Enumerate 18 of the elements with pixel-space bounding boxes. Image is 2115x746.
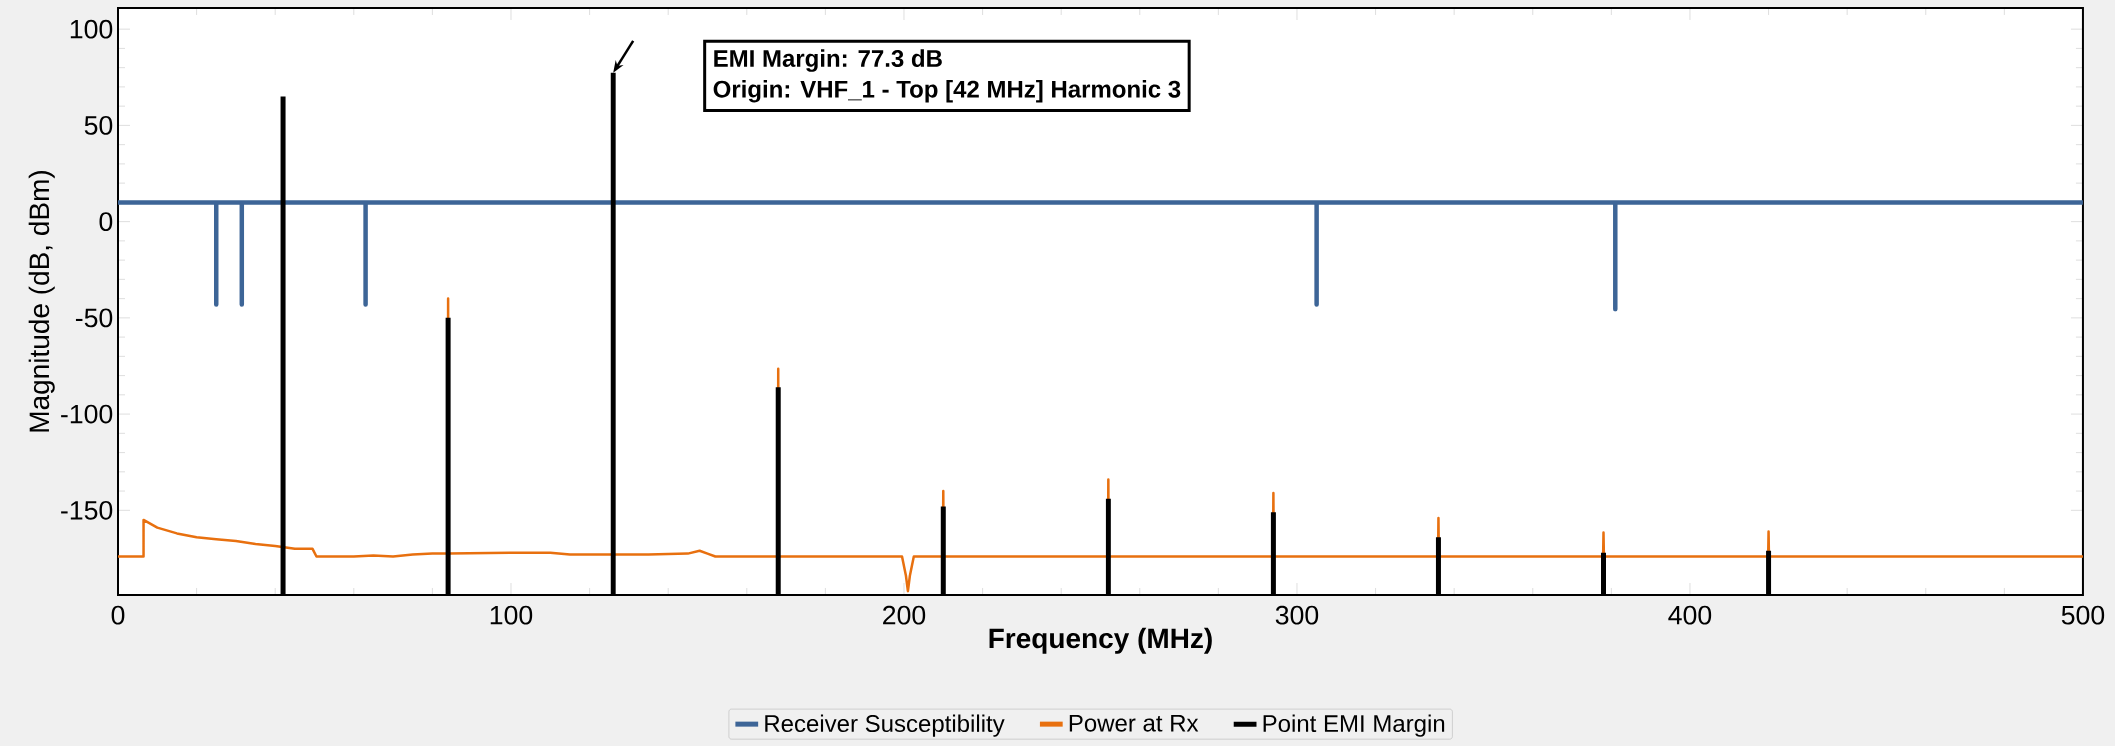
x-tick-label: 100 xyxy=(490,605,533,625)
legend-label: Receiver Susceptibility xyxy=(765,714,1005,737)
annotation: Origin: VHF_1 - Top [42 MHz] Harmonic 3 xyxy=(713,80,1181,103)
y-tick-label: 50 xyxy=(84,115,113,135)
y-tick-label: 100 xyxy=(70,19,113,39)
legend-label: Point EMI Margin xyxy=(1263,714,1445,737)
y-tick-label: -150 xyxy=(61,500,113,520)
annotation: EMI Margin: 77.3 dB xyxy=(714,49,942,72)
x-tick-label: 300 xyxy=(1275,605,1319,625)
y-tick-label: 0 xyxy=(99,212,113,232)
x-tick-label: 500 xyxy=(2061,605,2105,625)
y-axis-title: Magnitude (dB, dBm) xyxy=(28,171,55,432)
y-tick-label: -100 xyxy=(61,404,113,424)
y-tick-label: -50 xyxy=(75,308,113,328)
legend-label: Power at Rx xyxy=(1069,714,1199,732)
x-tick-label: 400 xyxy=(1668,605,1712,625)
x-axis-title: Frequency (MHz) xyxy=(989,627,1212,654)
x-tick-label: 200 xyxy=(883,605,926,625)
